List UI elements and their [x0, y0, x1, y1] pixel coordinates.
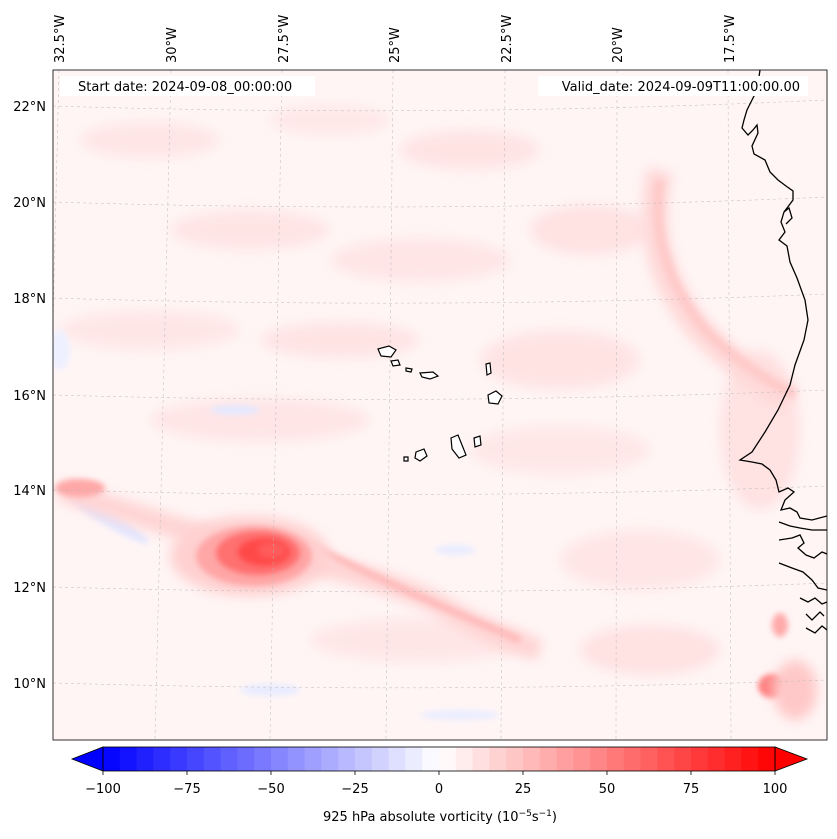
colorbar-segment: [472, 747, 490, 771]
colorbar-tick-label: 25: [515, 782, 532, 797]
colorbar-segment: [657, 747, 675, 771]
island-santa-luzia: [405, 367, 413, 373]
colorbar-segment: [506, 747, 524, 771]
start-date-box: [60, 76, 315, 96]
lon-label: 20°W: [611, 27, 626, 63]
colorbar-segment: [640, 747, 658, 771]
colorbar-segment: [758, 747, 776, 771]
lon-label: 22.5°W: [500, 15, 515, 63]
valid-date-label: Valid_date: 2024-09-09T11:00:00.00: [562, 80, 800, 95]
colorbar-segment: [355, 747, 373, 771]
colorbar-segment: [103, 747, 121, 771]
colorbar-segment: [539, 747, 558, 771]
colorbar-tick-labels: −100 −75 −50 −25 0 25 50 75 100: [85, 782, 787, 797]
start-date-label: Start date: 2024-09-08_00:00:00: [78, 80, 292, 95]
colorbar-segment: [422, 747, 440, 771]
colorbar-segment: [590, 747, 608, 771]
colorbar-segment: [203, 747, 222, 771]
island-santo-antao: [377, 345, 397, 358]
valid-date-box: [538, 76, 808, 96]
colorbar-segment: [674, 747, 692, 771]
map-frame: [52, 69, 828, 741]
colorbar-segment: [405, 747, 423, 771]
cape-verde-islands: [377, 345, 503, 462]
longitude-labels: 32.5°W 30°W 27.5°W 25°W 22.5°W 20°W 17.5…: [53, 15, 738, 63]
colorbar-segment: [388, 747, 406, 771]
colorbar-segment: [724, 747, 742, 771]
colorbar-extend-low: [70, 746, 104, 772]
colorbar-segment: [136, 747, 154, 771]
island-sao-nicolau: [419, 371, 440, 380]
colorbar-tick-label: −100: [85, 782, 121, 797]
lat-label: 10°N: [13, 677, 46, 692]
island-santiago: [450, 434, 467, 459]
colorbar-segment: [623, 747, 642, 771]
island-sal: [485, 362, 492, 376]
colorbar-segment: [119, 747, 138, 771]
colorbar-segment: [523, 747, 541, 771]
colorbar-tick-label: 100: [763, 782, 788, 797]
colorbar-tick-label: −75: [173, 782, 200, 797]
colorbar-segment: [741, 747, 759, 771]
colorbar-segment: [170, 747, 188, 771]
island-maio: [473, 435, 482, 448]
colorbar-segment: [187, 747, 205, 771]
colorbar-segment: [254, 747, 272, 771]
lon-label: 30°W: [165, 27, 180, 63]
colorbar-segment: [371, 747, 390, 771]
lon-label: 27.5°W: [277, 15, 292, 63]
lon-label: 25°W: [388, 27, 403, 63]
lon-label: 32.5°W: [53, 15, 68, 63]
graticule: [53, 70, 827, 740]
colorbar-segment: [607, 747, 625, 771]
lat-label: 12°N: [13, 581, 46, 596]
colorbar-segment: [556, 747, 574, 771]
latitude-labels: 22°N 20°N 18°N 16°N 14°N 12°N 10°N: [13, 100, 46, 692]
colorbar-segment: [287, 747, 306, 771]
vorticity-field-weak: [60, 105, 800, 675]
lat-label: 22°N: [13, 100, 46, 115]
colorbar-segment: [338, 747, 356, 771]
colorbar-segment: [304, 747, 322, 771]
colorbar-tick-label: 0: [435, 782, 443, 797]
colorbar-segment: [321, 747, 339, 771]
colorbar-tick-label: 50: [599, 782, 616, 797]
colorbar-extend-high: [774, 746, 809, 772]
lat-label: 18°N: [13, 292, 46, 307]
colorbar: −100 −75 −50 −25 0 25 50 75 100 925 hPa …: [70, 746, 809, 825]
lon-label: 17.5°W: [723, 15, 738, 63]
colorbar-segment: [707, 747, 726, 771]
colorbar-segment: [220, 747, 238, 771]
african-coastline: [738, 70, 827, 634]
vorticity-maximum: [170, 516, 330, 596]
island-fogo: [414, 448, 428, 462]
island-brava: [403, 456, 409, 462]
colorbar-segments: [103, 747, 776, 771]
map-panel: [53, 70, 827, 740]
island-boa-vista: [487, 390, 503, 405]
colorbar-ticks: [102, 771, 776, 775]
island-sao-vicente: [390, 359, 401, 367]
colorbar-segment: [153, 747, 171, 771]
lat-label: 20°N: [13, 196, 46, 211]
colorbar-segment: [489, 747, 507, 771]
lat-label: 16°N: [13, 389, 46, 404]
colorbar-segment: [271, 747, 289, 771]
colorbar-segment: [455, 747, 474, 771]
colorbar-title: 925 hPa absolute vorticity (10−5s−1): [323, 809, 557, 825]
colorbar-segment: [691, 747, 709, 771]
colorbar-tick-label: 75: [683, 782, 700, 797]
colorbar-tick-label: −50: [257, 782, 284, 797]
colorbar-segment: [573, 747, 591, 771]
colorbar-segment: [439, 747, 457, 771]
lat-label: 14°N: [13, 484, 46, 499]
colorbar-tick-label: −25: [341, 782, 368, 797]
colorbar-segment: [237, 747, 255, 771]
